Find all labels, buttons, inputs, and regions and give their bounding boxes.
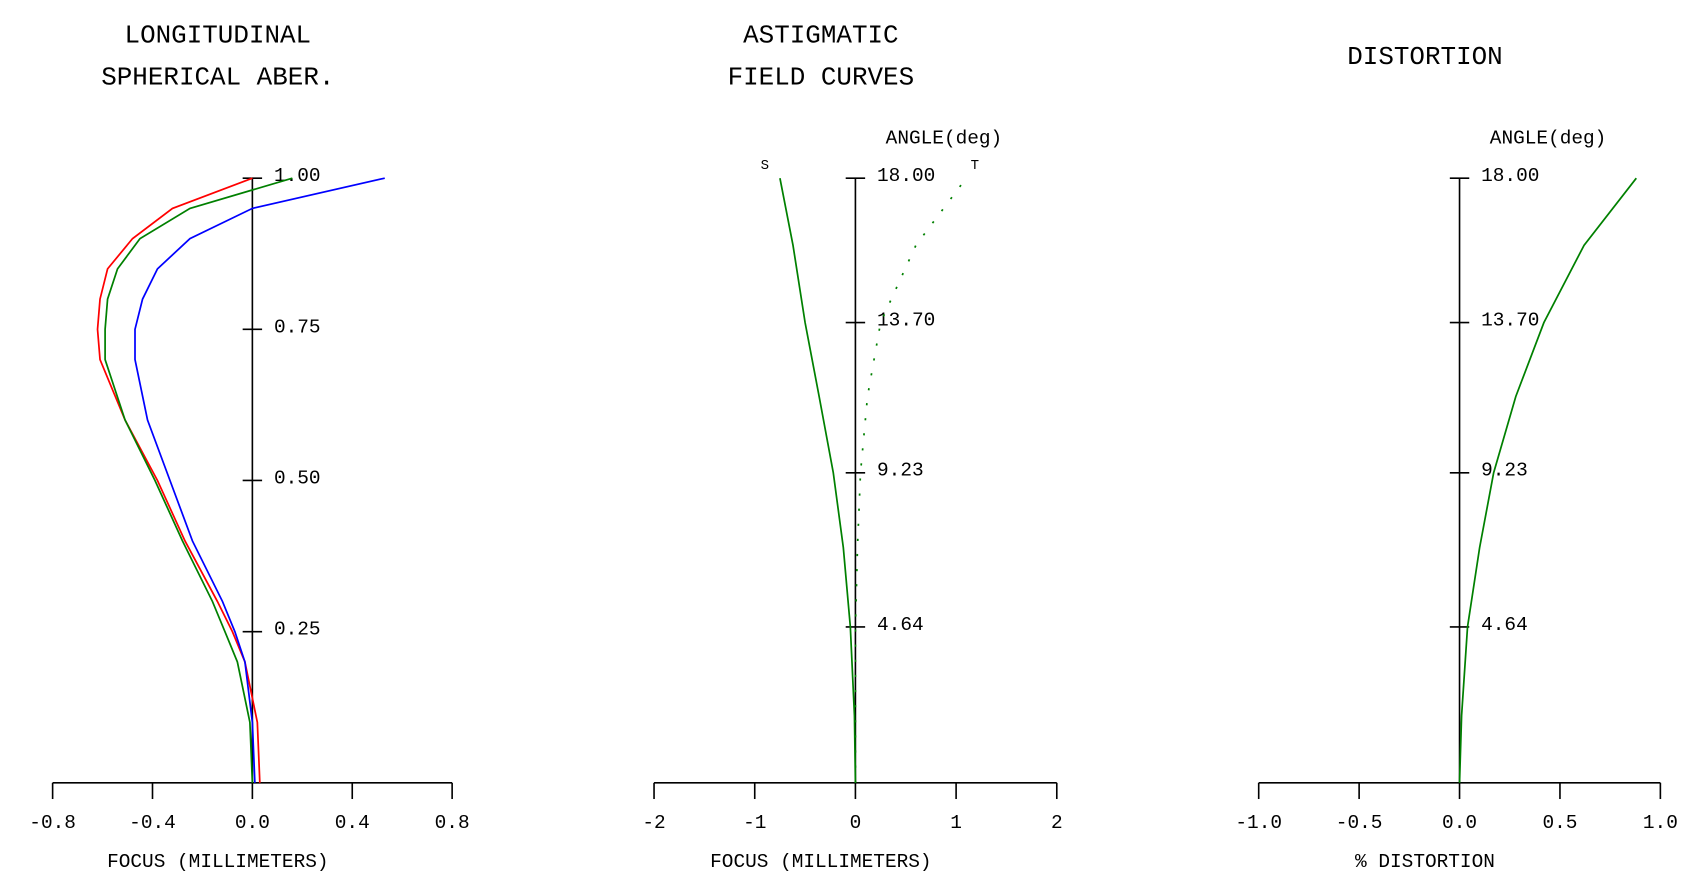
x-tick-label: 0.0 (235, 812, 270, 834)
x-tick-label: 1.0 (1643, 812, 1678, 834)
x-axis-label: % DISTORTION (1355, 851, 1495, 873)
curve (779, 177, 857, 783)
y-axis-label: ANGLE(deg) (886, 127, 1003, 149)
x-tick-label: 1 (950, 812, 962, 834)
x-tick-label: 0.0 (1442, 812, 1477, 834)
series-label: T (971, 158, 979, 174)
series-label: S (761, 158, 769, 174)
x-tick-label: 2 (1051, 812, 1063, 834)
y-tick-label: 0.25 (274, 619, 321, 641)
x-tick-label: 0 (850, 812, 862, 834)
y-tick-label: 18.00 (877, 165, 935, 187)
chart-title: DISTORTION (1347, 42, 1502, 72)
y-tick-label: 4.64 (877, 614, 924, 636)
chart-title: ASTIGMATIC (743, 20, 898, 50)
x-tick-label: -0.4 (129, 812, 176, 834)
curve (96, 177, 261, 783)
x-tick-label: -0.5 (1336, 812, 1383, 834)
y-tick-label: 9.23 (1481, 460, 1528, 482)
curve (104, 177, 293, 783)
chart-title: LONGITUDINAL (125, 20, 312, 50)
curve (134, 177, 385, 783)
y-tick-label: 18.00 (1481, 165, 1539, 187)
y-tick-label: 0.75 (274, 316, 321, 338)
y-tick-label: 0.50 (274, 467, 321, 489)
y-axis-label: ANGLE(deg) (1490, 127, 1607, 149)
x-axis-label: FOCUS (MILLIMETERS) (107, 851, 328, 873)
x-tick-label: -0.8 (29, 812, 76, 834)
x-tick-label: -1 (743, 812, 766, 834)
y-tick-label: 9.23 (877, 460, 924, 482)
x-tick-label: 0.8 (435, 812, 470, 834)
x-tick-label: -2 (642, 812, 665, 834)
x-tick-label: -1.0 (1235, 812, 1282, 834)
y-tick-label: 4.64 (1481, 614, 1528, 636)
x-axis-label: FOCUS (MILLIMETERS) (710, 851, 931, 873)
y-tick-label: 13.70 (877, 310, 935, 332)
chart-title: FIELD CURVES (728, 63, 915, 93)
y-tick-label: 1.00 (274, 165, 321, 187)
x-tick-label: 0.5 (1542, 812, 1577, 834)
chart-title: SPHERICAL ABER. (101, 63, 334, 93)
x-tick-label: 0.4 (335, 812, 370, 834)
y-tick-label: 13.70 (1481, 310, 1539, 332)
curve (1458, 177, 1637, 783)
